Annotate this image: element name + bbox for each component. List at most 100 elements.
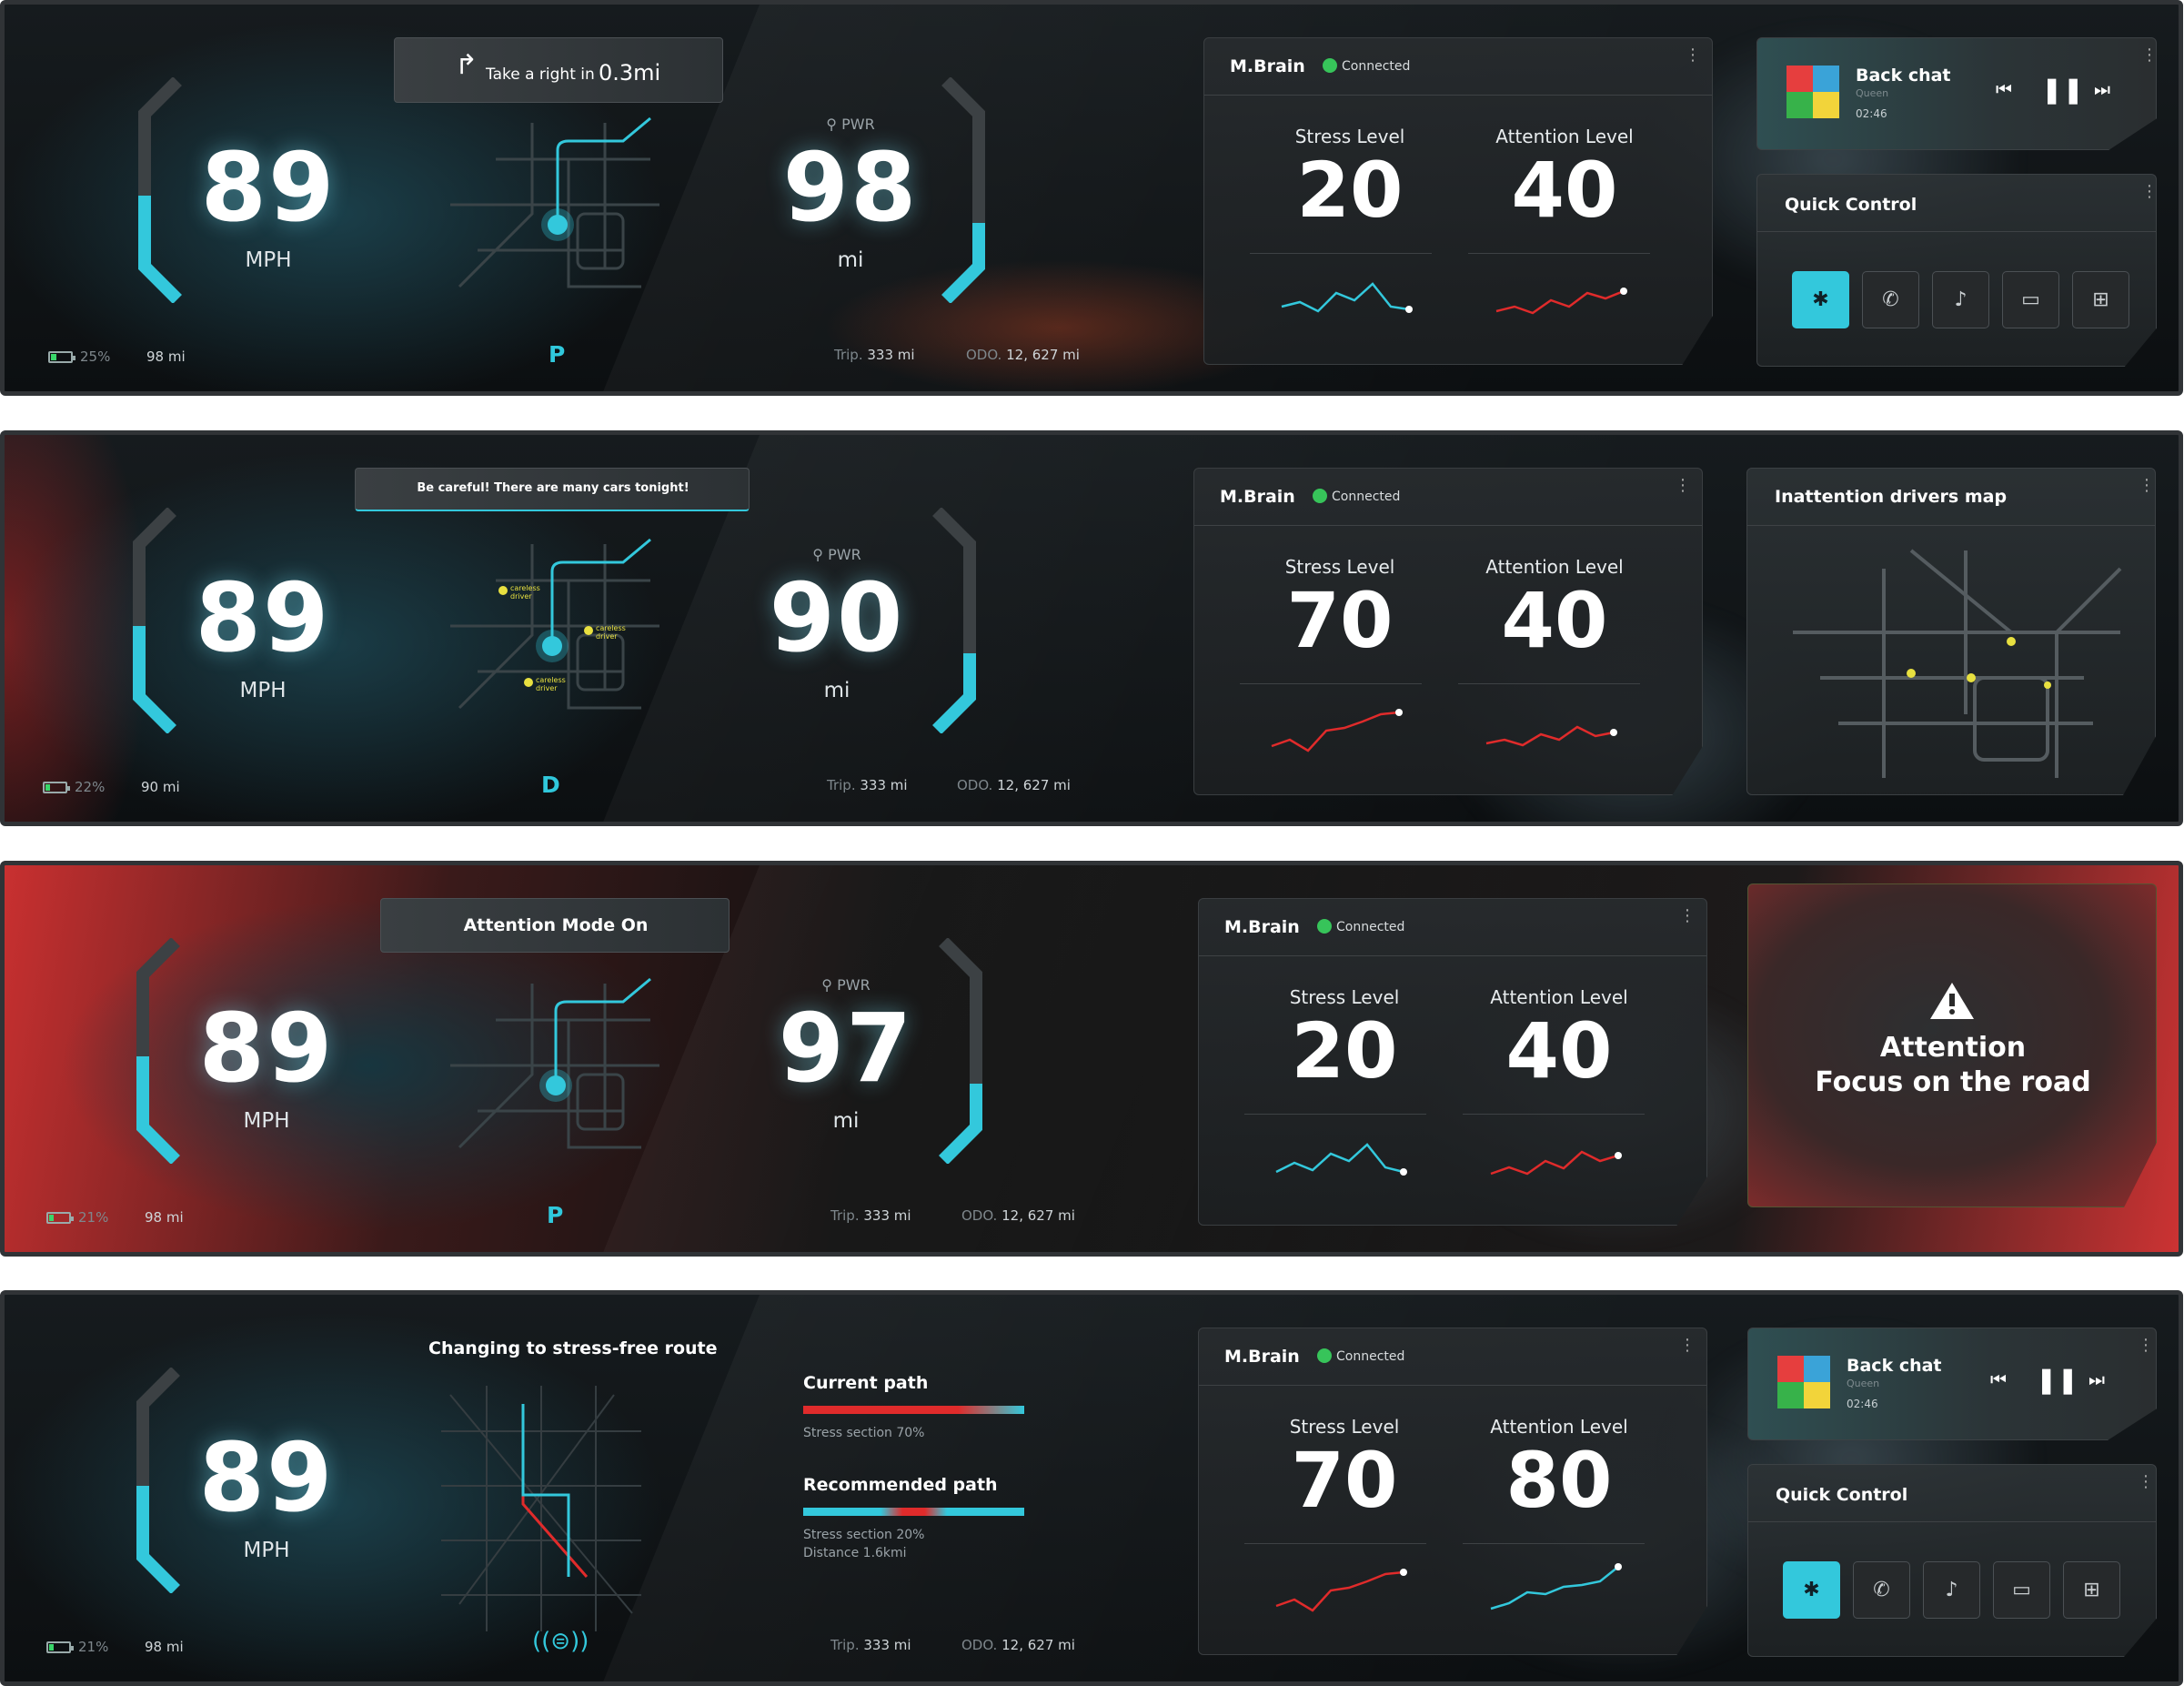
stress-value: 20 xyxy=(1291,1006,1398,1095)
speed-value: 89 xyxy=(200,132,337,243)
phone-button[interactable]: ✆ xyxy=(1853,1561,1910,1619)
quick-control-card: Quick Control ⋮ ✱ ✆ ♪ ▭ ⊞ xyxy=(1747,1464,2157,1657)
divider xyxy=(1250,253,1432,254)
previous-icon[interactable]: ⏮ xyxy=(1996,78,2012,100)
more-icon[interactable]: ⋮ xyxy=(2141,45,2158,65)
divider xyxy=(1199,1385,1706,1386)
divider xyxy=(1463,1543,1645,1544)
album-art xyxy=(1786,66,1839,118)
attention-sparkline xyxy=(1490,1150,1622,1176)
car-button[interactable]: ▭ xyxy=(2002,271,2059,328)
range-gauge xyxy=(928,76,1001,304)
more-icon[interactable]: ⋮ xyxy=(2138,1472,2154,1491)
route-map xyxy=(450,116,659,288)
previous-icon[interactable]: ⏮ xyxy=(1990,1368,2007,1390)
more-icon[interactable]: ⋮ xyxy=(2139,476,2155,495)
divider xyxy=(1244,1543,1426,1544)
route-comparison-map xyxy=(441,1386,641,1631)
recommended-path-distance: Distance 1.6kmi xyxy=(803,1546,907,1560)
more-icon[interactable]: ⋮ xyxy=(1685,45,1701,65)
bluetooth-button[interactable]: ✱ xyxy=(1783,1561,1840,1619)
inattention-map-card: Inattention drivers map ⋮ xyxy=(1746,468,2156,795)
attention-alert-card: Attention Focus on the road xyxy=(1747,883,2157,1207)
recommended-path-label: Recommended path xyxy=(803,1475,998,1495)
range-value: 98 xyxy=(782,132,919,243)
more-icon[interactable]: ⋮ xyxy=(1675,476,1691,495)
attention-value: 40 xyxy=(1505,1006,1613,1095)
recommended-path-stress: Stress section 20% xyxy=(803,1528,925,1542)
battery-icon xyxy=(48,351,75,363)
mbrain-title: M.Brain xyxy=(1230,56,1305,76)
attention-sparkline xyxy=(1490,1563,1622,1610)
speed-gauge xyxy=(123,76,196,304)
stress-sparkline xyxy=(1275,1143,1407,1176)
apps-button[interactable]: ⊞ xyxy=(2063,1561,2120,1619)
mbrain-card: M.Brain Connected ⋮ Stress Level 70 Atte… xyxy=(1193,468,1703,795)
bluetooth-button[interactable]: ✱ xyxy=(1792,271,1849,328)
attention-sparkline xyxy=(1485,725,1617,747)
divider xyxy=(1458,683,1640,684)
track-time: 02:46 xyxy=(1856,107,1887,120)
battery-status: 25% xyxy=(48,348,110,365)
apps-button[interactable]: ⊞ xyxy=(2072,271,2129,328)
microphone-button[interactable]: ♪ xyxy=(1932,271,1989,328)
more-icon[interactable]: ⋮ xyxy=(1679,906,1696,925)
trip-meter: Trip. 333 mi xyxy=(834,347,915,363)
mode-banner: Attention Mode On xyxy=(380,898,730,953)
current-path-stress: Stress section 70% xyxy=(803,1426,925,1440)
mbrain-card: M.Brain Connected ⋮ Stress Level 70 Atte… xyxy=(1198,1328,1707,1655)
trip-meter: Trip. 333 mi xyxy=(830,1637,911,1653)
careless-driver-label: careless driver xyxy=(510,584,540,601)
trip-meter: Trip. 333 mi xyxy=(827,777,908,793)
dashboard-panel-4: 89 MPH Changing to stress-free route ((⊜… xyxy=(0,1290,2183,1686)
warning-icon xyxy=(1930,983,1974,1019)
divider xyxy=(1757,231,2156,232)
battery-range: 98 mi xyxy=(145,1209,184,1226)
pause-icon[interactable]: ❚❚ xyxy=(2041,75,2084,105)
stress-label: Stress Level xyxy=(1284,556,1395,578)
attention-sparkline xyxy=(1495,288,1627,315)
attention-value: 80 xyxy=(1505,1436,1613,1525)
more-icon[interactable]: ⋮ xyxy=(2141,182,2158,201)
range-unit: mi xyxy=(837,248,864,272)
mbrain-title: M.Brain xyxy=(1224,917,1300,937)
current-path-bar xyxy=(803,1406,1024,1414)
speed-gauge xyxy=(117,507,190,734)
connected-icon xyxy=(1317,919,1332,934)
gear-indicator: P xyxy=(547,1202,564,1228)
microphone-button[interactable]: ♪ xyxy=(1923,1561,1980,1619)
range-gauge xyxy=(919,507,991,734)
track-title: Back chat xyxy=(1856,66,1951,86)
stress-label: Stress Level xyxy=(1289,986,1400,1008)
divider xyxy=(1194,525,1702,526)
more-icon[interactable]: ⋮ xyxy=(2138,1336,2154,1355)
stress-sparkline xyxy=(1271,709,1403,752)
more-icon[interactable]: ⋮ xyxy=(1679,1336,1696,1355)
car-button[interactable]: ▭ xyxy=(1993,1561,2050,1619)
pwr-label: ⚲ PWR xyxy=(821,976,871,994)
stress-label: Stress Level xyxy=(1294,126,1405,147)
attention-label: Attention Level xyxy=(1485,556,1624,578)
speed-value: 89 xyxy=(198,1422,335,1533)
turn-right-icon: ↱ xyxy=(455,49,478,81)
battery-icon xyxy=(43,782,70,793)
nav-banner: ↱ Take a right in 0.3mi xyxy=(394,37,723,103)
nav-text: Take a right in xyxy=(486,66,595,84)
mbrain-card: M.Brain Connected ⋮ Stress Level 20 Atte… xyxy=(1203,37,1713,365)
track-time: 02:46 xyxy=(1847,1398,1878,1410)
next-icon[interactable]: ⏭ xyxy=(2088,1368,2105,1390)
battery-icon xyxy=(46,1212,74,1224)
battery-status: 22% xyxy=(43,779,105,795)
speed-unit: MPH xyxy=(245,248,292,272)
alert-title: Attention xyxy=(1879,1032,2027,1064)
range-unit: mi xyxy=(832,1109,860,1133)
divider xyxy=(1468,253,1650,254)
pause-icon[interactable]: ❚❚ xyxy=(2036,1365,2078,1395)
music-card: Back chat Queen 02:46 ⏮ ❚❚ ⏭ ⋮ xyxy=(1756,37,2157,150)
phone-button[interactable]: ✆ xyxy=(1862,271,1919,328)
connected-icon xyxy=(1317,1348,1332,1363)
attention-label: Attention Level xyxy=(1490,986,1628,1008)
next-icon[interactable]: ⏭ xyxy=(2094,78,2110,100)
speed-value: 89 xyxy=(195,562,331,673)
range-gauge xyxy=(925,937,998,1165)
